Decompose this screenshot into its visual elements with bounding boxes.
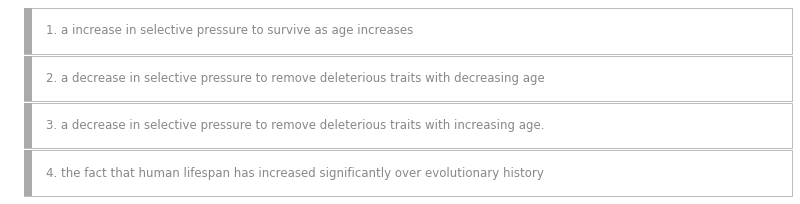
FancyBboxPatch shape (24, 103, 32, 149)
Text: 4. the fact that human lifespan has increased significantly over evolutionary hi: 4. the fact that human lifespan has incr… (46, 166, 544, 180)
FancyBboxPatch shape (24, 150, 792, 196)
FancyBboxPatch shape (24, 55, 792, 101)
FancyBboxPatch shape (24, 8, 32, 54)
Text: 1. a increase in selective pressure to survive as age increases: 1. a increase in selective pressure to s… (46, 24, 414, 38)
FancyBboxPatch shape (24, 150, 32, 196)
Text: 3. a decrease in selective pressure to remove deleterious traits with increasing: 3. a decrease in selective pressure to r… (46, 119, 545, 132)
FancyBboxPatch shape (24, 8, 792, 54)
FancyBboxPatch shape (24, 55, 32, 101)
Text: 2. a decrease in selective pressure to remove deleterious traits with decreasing: 2. a decrease in selective pressure to r… (46, 72, 545, 85)
FancyBboxPatch shape (24, 103, 792, 149)
